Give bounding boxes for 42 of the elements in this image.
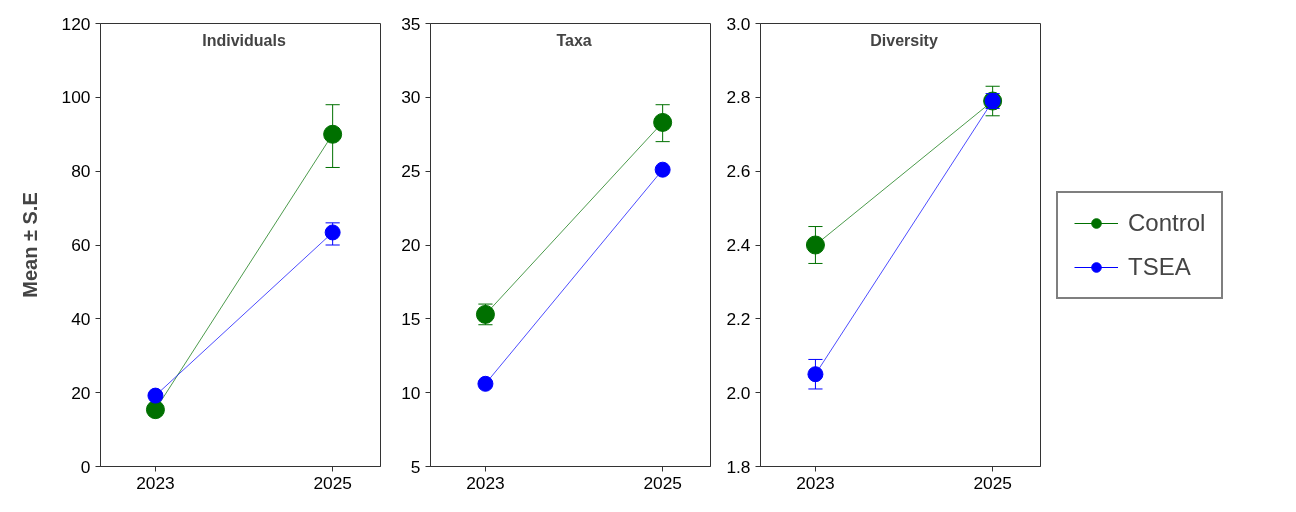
x-tick-label: 2023 <box>466 472 505 493</box>
point <box>147 387 164 404</box>
text: Individuals <box>202 31 286 49</box>
point <box>145 400 165 420</box>
y-tick-label: 3.0 <box>726 13 751 34</box>
y-tick-label: 2.2 <box>726 308 751 329</box>
y-tick-label: 1.8 <box>726 456 751 477</box>
point <box>324 224 341 241</box>
x-tick-label: 2023 <box>136 472 175 493</box>
legend-label: TSEA <box>1128 252 1191 281</box>
y-tick-label: 30 <box>401 87 421 108</box>
y-tick-label: 100 <box>61 87 91 108</box>
point <box>807 366 824 383</box>
y-tick-label: 5 <box>410 456 421 477</box>
y-tick-label: 2.8 <box>726 87 751 108</box>
point <box>654 161 671 178</box>
y-tick-label: 2.0 <box>726 382 751 403</box>
x-tick-label: 2025 <box>313 472 352 493</box>
text: Taxa <box>556 31 592 49</box>
y-tick-label: 20 <box>71 382 91 403</box>
point <box>653 112 673 132</box>
y-tick-label: 120 <box>61 13 91 34</box>
y-tick-label: 20 <box>401 235 421 255</box>
point <box>805 235 825 255</box>
text: Diversity <box>870 31 938 49</box>
legend-label: Control <box>1128 208 1206 237</box>
y-tick-label: 60 <box>71 235 91 255</box>
y-tick-label: 2.4 <box>726 235 751 255</box>
x-tick-label: 2025 <box>973 472 1012 493</box>
y-tick-label: 40 <box>71 308 91 329</box>
y-tick-label: 80 <box>71 161 91 182</box>
y-tick-label: 10 <box>401 382 421 403</box>
point <box>323 124 343 144</box>
y-axis-title: Mean ± S.E <box>18 192 41 298</box>
y-tick-label: 25 <box>401 161 421 182</box>
y-tick-label: 15 <box>401 308 421 329</box>
y-tick-label: 2.6 <box>726 161 751 182</box>
x-tick-label: 2025 <box>643 472 682 493</box>
y-tick-label: 35 <box>401 13 421 34</box>
point <box>477 375 494 392</box>
y-tick-label: 0 <box>80 456 91 477</box>
x-tick-label: 2023 <box>796 472 835 493</box>
